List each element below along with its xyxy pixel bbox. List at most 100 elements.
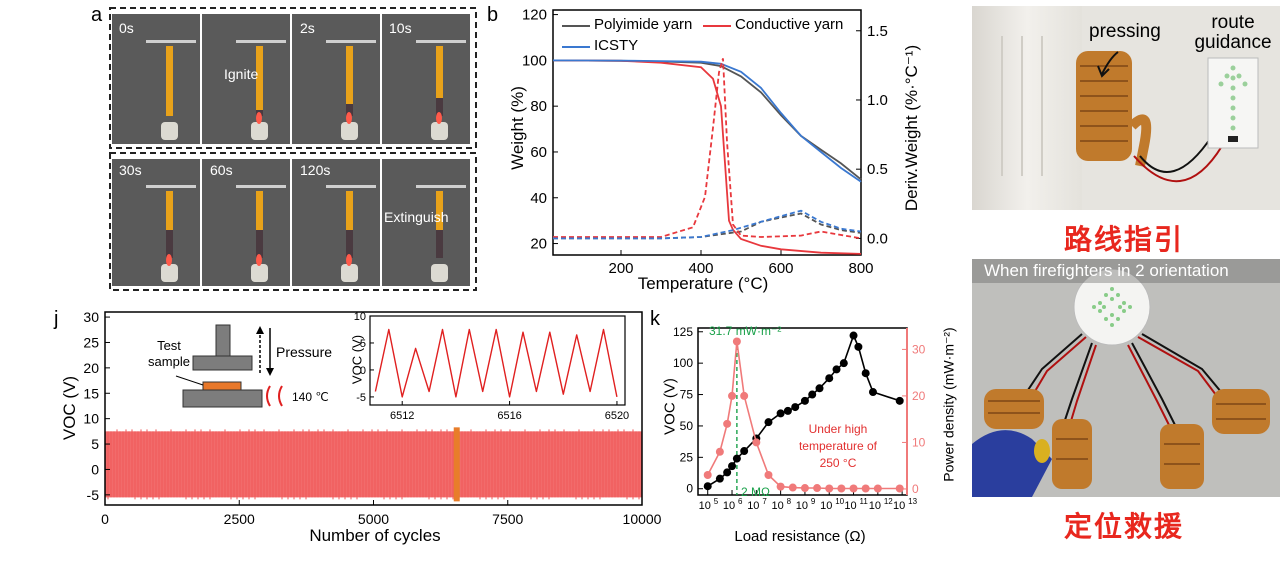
y2-tick-label: 20 (912, 389, 926, 403)
burner (341, 122, 358, 140)
inset-frame (369, 315, 626, 406)
photo-route-guidance (972, 6, 1280, 210)
chart-k-xlabel: Load resistance (Ω) (734, 528, 866, 545)
y-tick-label: 25 (83, 334, 99, 350)
inset-voc-line (374, 328, 618, 398)
time-60s: 60s (210, 162, 233, 178)
series-point (732, 337, 741, 346)
photo-frame (382, 14, 470, 144)
series-point (740, 447, 749, 456)
peak-label: 31.7 mW·m⁻² (709, 324, 782, 338)
burner (161, 122, 178, 140)
rescue-banner: When firefighters in 2 orientation (984, 261, 1229, 280)
series-point (764, 418, 773, 427)
burner (251, 264, 268, 282)
chart-j-ylabel: VOC (V) (60, 375, 79, 441)
clamp-bar (326, 185, 376, 188)
series-point (849, 484, 858, 493)
series-point (800, 484, 809, 493)
pressure-arrowhead-down (266, 368, 274, 376)
y2-tick-label: 0.0 (867, 230, 888, 247)
inset-x-tick-label: 6520 (605, 410, 629, 422)
x-tick-exponent: 9 (811, 497, 816, 506)
burner (161, 264, 178, 282)
panel-b-label: b (487, 4, 499, 26)
y-tick-label: 100 (673, 356, 693, 370)
x-tick-exponent: 7 (762, 497, 767, 506)
time-2s: 2s (300, 20, 315, 36)
flame (256, 112, 262, 124)
series-point (752, 438, 761, 447)
photo-frame (112, 159, 200, 286)
x-tick-label: 7500 (492, 511, 523, 527)
time-0s: 0s (119, 20, 134, 36)
series-icsty (552, 59, 862, 183)
yarn (256, 191, 263, 230)
sample-pointer (175, 375, 204, 386)
pressure-label: Pressure (276, 344, 333, 360)
y-tick-label: 0 (91, 461, 99, 477)
photo-frame (292, 159, 380, 286)
clamp-bar (416, 40, 466, 43)
pressing-label: pressing (1089, 21, 1161, 42)
series-point (715, 447, 724, 456)
y2-tick-label: 1.0 (867, 92, 888, 109)
x-tick-label: 10 (844, 500, 856, 512)
photo-frame (112, 14, 200, 144)
chart-j-xlabel: Number of cycles (309, 526, 441, 545)
chart-k-ylabel: VOC (V) (661, 378, 679, 435)
series-voc-line (707, 333, 900, 487)
y-tick-label: 0 (686, 482, 693, 496)
series-point (861, 484, 870, 493)
time-30s: 30s (119, 162, 142, 178)
press-base (182, 389, 263, 408)
x-tick-label: 10 (699, 500, 711, 512)
photo-frame (382, 159, 470, 286)
y-tick-label: 20 (530, 236, 547, 253)
x-tick-label: 10 (869, 500, 881, 512)
series-point (703, 482, 712, 491)
series-point (728, 391, 737, 400)
temp-label: 140 ℃ (292, 390, 329, 404)
series-point (849, 331, 858, 340)
series-point (723, 468, 732, 477)
x-tick-label: 400 (688, 260, 713, 277)
series-point (854, 342, 863, 351)
flame (436, 112, 442, 124)
y-tick-label: 75 (680, 388, 694, 402)
x-tick-label: 10 (796, 500, 808, 512)
series-point (813, 484, 822, 493)
caption-route-guidance: 路线指引 (1064, 223, 1185, 256)
photo-frame (202, 14, 290, 144)
chart-k: 10 5 10 6 10 7 10 8 10 9 10 10 10 11 10 12 10 13025507510… (673, 325, 926, 512)
y2-tick-label: 0.5 (867, 161, 888, 178)
legend-conductive: Conductive yarn (735, 16, 844, 33)
burned-yarn (346, 104, 353, 116)
inset-ylabel: VOC (V) (349, 334, 365, 385)
series-icsty-derivative (553, 209, 862, 240)
panel-a-photos (109, 7, 477, 291)
y-tick-label: 60 (530, 144, 547, 161)
series-conductive-yarn-derivative (553, 58, 862, 240)
chart-b-xlabel: Temperature (°C) (637, 274, 769, 293)
series-point (791, 403, 800, 412)
series-point (776, 482, 785, 491)
x-tick-label: 10 (772, 500, 784, 512)
series-point (723, 419, 732, 428)
y2-tick-label: 0 (912, 482, 919, 496)
panel-k-label: k (650, 308, 660, 330)
x-tick-label: 2500 (224, 511, 255, 527)
series-point (740, 391, 749, 400)
burner (431, 264, 448, 282)
y-tick-label: 30 (83, 309, 99, 325)
y-tick-label: 125 (673, 325, 693, 339)
x-tick-label: 10 (820, 500, 832, 512)
legend-polyimide: Polyimide yarn (594, 16, 693, 33)
series-point (873, 484, 882, 493)
yarn (166, 191, 173, 230)
y-tick-label: 5 (91, 436, 99, 452)
legend-icsty: ICSTY (594, 37, 639, 54)
burner (341, 264, 358, 282)
time-120s: 120s (300, 162, 331, 178)
inset-y-tick-label: 10 (354, 311, 366, 323)
